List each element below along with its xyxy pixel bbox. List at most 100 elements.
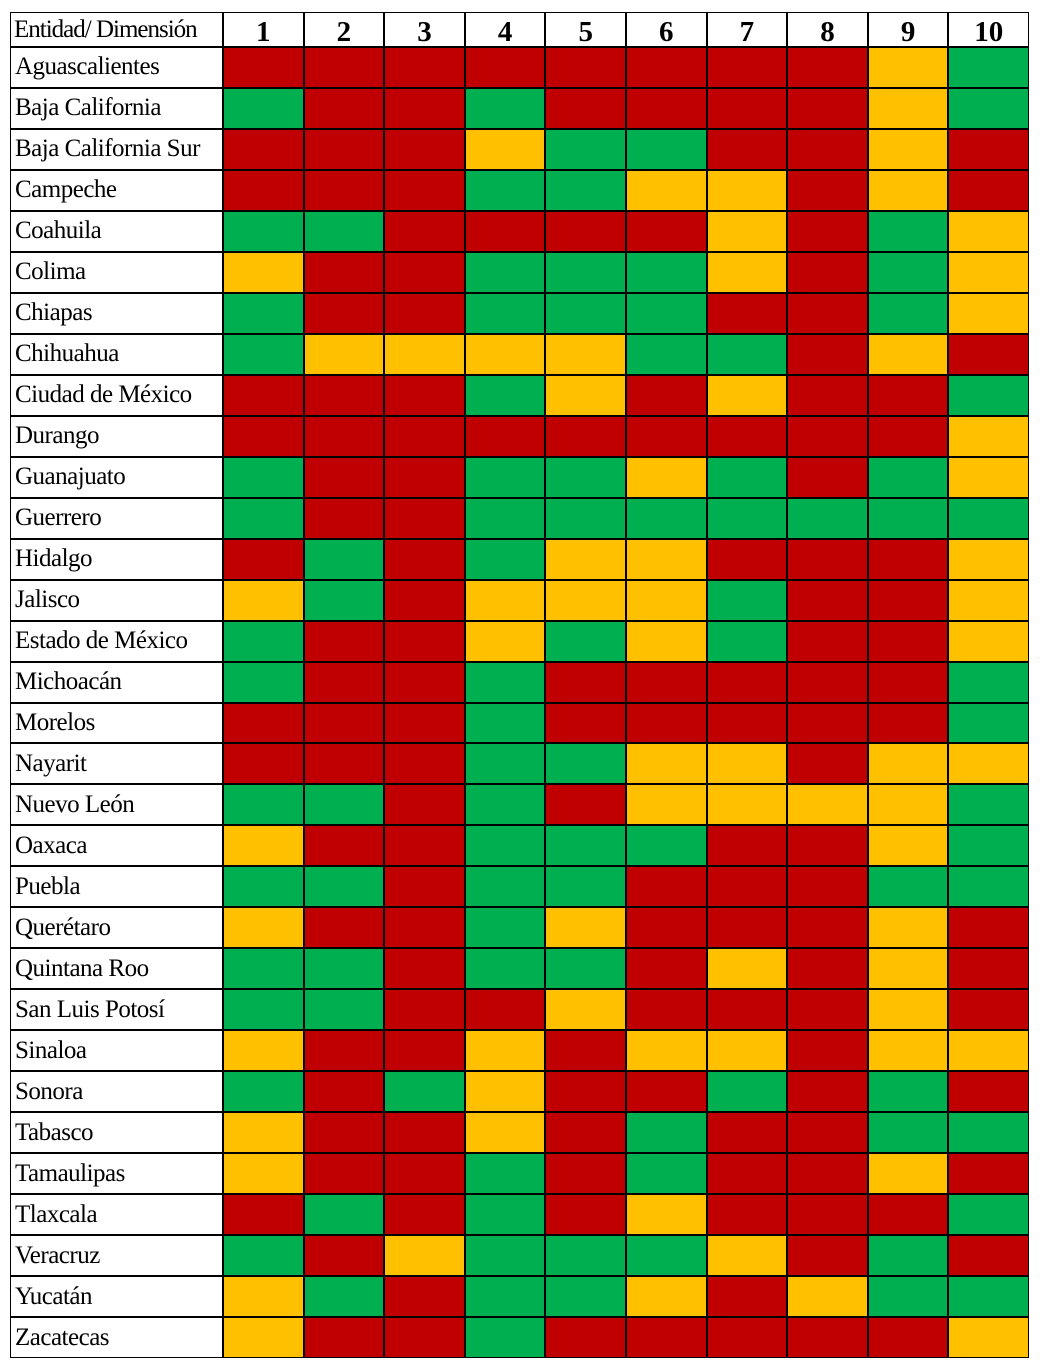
row-name: Morelos <box>11 703 222 743</box>
cell <box>546 539 625 579</box>
cell <box>385 785 464 825</box>
cell <box>949 1236 1028 1276</box>
cell <box>304 375 384 415</box>
cell <box>304 1195 384 1235</box>
header-number: 6 <box>626 13 706 46</box>
cell <box>949 88 1028 128</box>
cell <box>626 621 706 661</box>
cell <box>465 88 545 128</box>
cell <box>626 457 706 497</box>
cell <box>788 252 867 292</box>
cell <box>465 1318 545 1357</box>
cell <box>546 1113 625 1153</box>
cell <box>949 375 1028 415</box>
cell <box>949 1031 1028 1071</box>
cell <box>788 88 867 128</box>
cell <box>868 949 948 989</box>
cell <box>868 457 948 497</box>
cell <box>707 826 787 866</box>
cell <box>304 539 384 579</box>
cell <box>224 1154 303 1194</box>
row-name: Zacatecas <box>11 1318 222 1357</box>
cell <box>788 48 867 87</box>
cell <box>546 703 625 743</box>
row-name: Querétaro <box>11 908 222 948</box>
cell <box>304 334 384 374</box>
cell <box>224 703 303 743</box>
cell <box>224 1195 303 1235</box>
row-name: Puebla <box>11 867 222 907</box>
cell <box>224 1277 303 1317</box>
cell <box>385 293 464 333</box>
cell <box>304 1072 384 1112</box>
cell <box>626 375 706 415</box>
cell <box>385 867 464 907</box>
cell <box>626 1236 706 1276</box>
cell <box>868 1072 948 1112</box>
cell <box>868 211 948 251</box>
cell <box>465 703 545 743</box>
header-number: 5 <box>546 13 625 46</box>
cell <box>465 1154 545 1194</box>
cell <box>788 621 867 661</box>
cell <box>224 785 303 825</box>
cell <box>788 990 867 1030</box>
cell <box>707 744 787 784</box>
row-name: Sinaloa <box>11 1031 222 1071</box>
cell <box>224 129 303 169</box>
cell <box>788 293 867 333</box>
row-name: Hidalgo <box>11 539 222 579</box>
cell <box>707 1031 787 1071</box>
cell <box>224 621 303 661</box>
cell <box>707 621 787 661</box>
cell <box>788 498 867 538</box>
cell <box>385 1113 464 1153</box>
cell <box>788 580 867 620</box>
cell <box>949 990 1028 1030</box>
cell <box>465 1031 545 1071</box>
cell <box>224 580 303 620</box>
cell <box>707 1113 787 1153</box>
cell <box>546 826 625 866</box>
cell <box>626 334 706 374</box>
cell <box>626 990 706 1030</box>
row-name: Coahuila <box>11 211 222 251</box>
cell <box>224 744 303 784</box>
cell <box>788 867 867 907</box>
cell <box>788 1154 867 1194</box>
cell <box>868 1236 948 1276</box>
cell <box>626 252 706 292</box>
cell <box>707 785 787 825</box>
cell <box>465 908 545 948</box>
header-number: 9 <box>868 13 948 46</box>
cell <box>224 375 303 415</box>
cell <box>707 1318 787 1357</box>
cell <box>868 48 948 87</box>
header-number: 3 <box>385 13 464 46</box>
cell <box>868 252 948 292</box>
header-number: 10 <box>949 13 1028 46</box>
cell <box>224 334 303 374</box>
cell <box>949 785 1028 825</box>
cell <box>868 539 948 579</box>
cell <box>707 867 787 907</box>
cell <box>385 88 464 128</box>
cell <box>707 211 787 251</box>
cell <box>546 867 625 907</box>
cell <box>868 1113 948 1153</box>
row-name: Tabasco <box>11 1113 222 1153</box>
cell <box>626 170 706 210</box>
cell <box>224 211 303 251</box>
table: Entidad/ Dimensión 1 2 3 4 5 6 7 8 9 10 Aguascalien… <box>10 12 1029 1358</box>
cell <box>546 744 625 784</box>
row-name: Tamaulipas <box>11 1154 222 1194</box>
cell <box>465 1277 545 1317</box>
cell <box>868 1277 948 1317</box>
cell <box>465 662 545 702</box>
cell <box>224 867 303 907</box>
cell <box>224 1072 303 1112</box>
cell <box>465 744 545 784</box>
cell <box>385 416 464 456</box>
cell <box>546 334 625 374</box>
cell <box>626 1277 706 1317</box>
